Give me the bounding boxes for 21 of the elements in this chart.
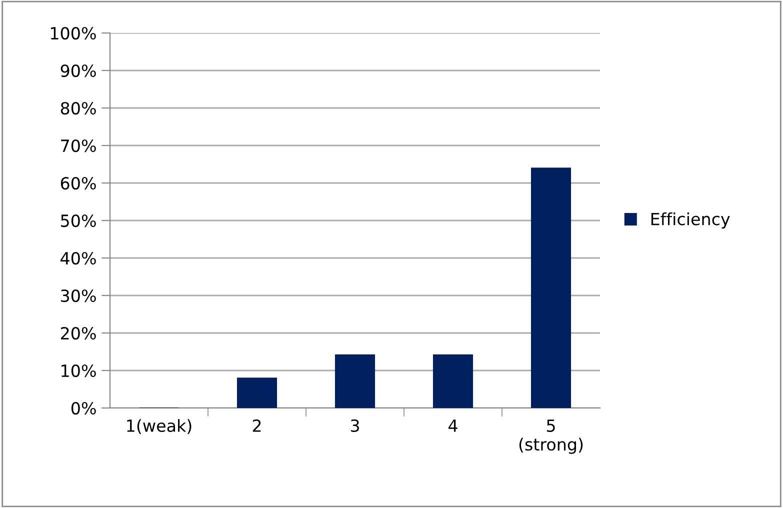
y-tick-label: 0% <box>71 402 96 415</box>
y-tick-label: 60% <box>60 176 96 190</box>
y-tick-label: 90% <box>60 64 96 78</box>
legend-label: Efficiency <box>651 212 730 229</box>
y-tick-label: 50% <box>61 214 96 228</box>
y-tick-label: 10% <box>62 364 96 378</box>
y-tick-label: 20% <box>60 326 96 340</box>
x-tick-label: 5 (strong) <box>519 420 583 454</box>
x-tick-label: 3 <box>350 419 359 432</box>
bar <box>432 354 474 408</box>
y-tick-label: 70% <box>61 139 96 152</box>
y-tick-label: 30% <box>61 289 96 302</box>
x-tick-label: 4 <box>448 420 458 432</box>
x-tick-label: 1(weak) <box>127 419 192 434</box>
y-tick-label: 80% <box>60 102 96 115</box>
y-tick-label: 100% <box>50 26 96 40</box>
bar <box>334 354 376 408</box>
bar <box>236 378 278 408</box>
bar <box>530 168 572 408</box>
x-tick-label: 2 <box>252 419 261 432</box>
y-tick-label: 40% <box>60 252 96 265</box>
